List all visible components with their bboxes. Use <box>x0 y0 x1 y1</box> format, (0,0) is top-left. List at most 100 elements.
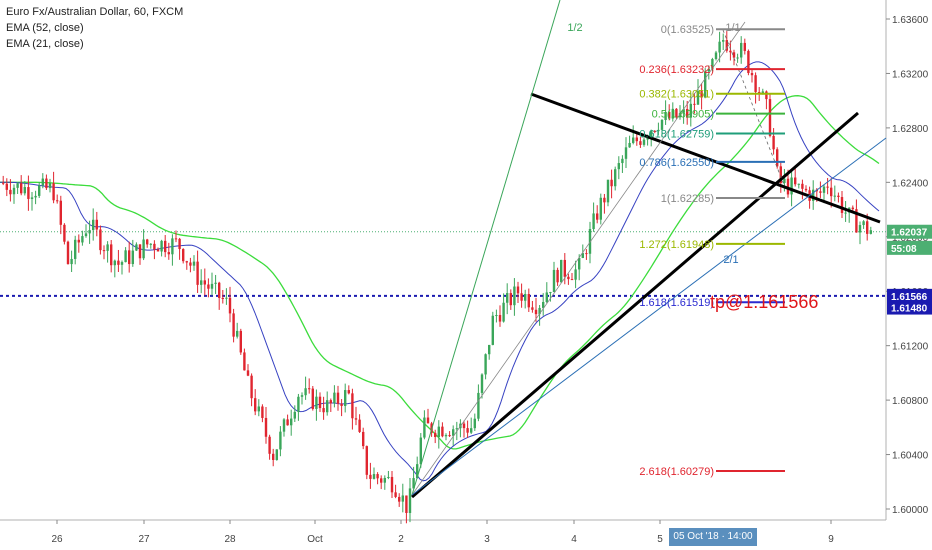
candle-down <box>441 426 444 437</box>
horizontal-lines <box>0 231 886 297</box>
candle-down <box>693 103 696 105</box>
candle-up <box>160 240 163 252</box>
fib-level-label: 0.618(1.62759) <box>639 128 714 140</box>
candle-down <box>66 241 70 265</box>
ema-21-path <box>0 61 880 482</box>
x-tick-label: 27 <box>138 534 150 545</box>
candle-down <box>830 187 833 197</box>
candle-down <box>405 495 408 513</box>
fib-level-label: 1.272(1.61948) <box>639 239 714 251</box>
x-tick-label: 9 <box>828 534 834 545</box>
candle-up <box>797 183 800 185</box>
y-axis[interactable]: 1.636001.632001.628001.624001.620001.616… <box>886 15 929 516</box>
ema-21-legend[interactable]: EMA (21, close) <box>6 38 84 50</box>
fib-level-label: 0.786(1.62550) <box>639 157 714 169</box>
candle-down <box>174 238 178 240</box>
candle-down <box>322 408 325 413</box>
price-tag-bg <box>887 224 932 239</box>
candle-down <box>826 186 829 188</box>
candle-down <box>567 276 570 280</box>
candle-up <box>401 495 404 502</box>
candle-down <box>462 423 466 429</box>
candle-up <box>581 253 584 258</box>
gann-1-1-line <box>411 21 746 496</box>
candle-down <box>146 239 149 245</box>
candle-up <box>858 225 862 233</box>
candle-down <box>520 293 523 301</box>
candle-down <box>398 496 401 502</box>
candle-up <box>408 488 412 513</box>
candle-down <box>156 249 160 252</box>
candle-down <box>851 207 854 210</box>
candle-down <box>189 262 192 266</box>
candle-up <box>664 111 667 120</box>
candle-down <box>138 244 142 259</box>
candle-down <box>45 178 48 189</box>
candle-down <box>776 149 779 167</box>
candle-down <box>369 474 372 479</box>
candle-up <box>869 230 872 234</box>
candle-down <box>182 249 185 262</box>
candle-up <box>419 437 422 465</box>
candle-up <box>70 258 73 265</box>
candle-up <box>16 183 19 188</box>
fib-level-label: 1(1.62285) <box>661 193 714 205</box>
candle-down <box>286 419 289 426</box>
ema-52-legend[interactable]: EMA (52, close) <box>6 22 84 34</box>
candle-up <box>506 293 509 303</box>
uptrend-line <box>411 111 859 499</box>
candle-down <box>196 261 199 285</box>
candle-down <box>153 243 156 250</box>
candle-up <box>92 219 95 231</box>
fib-level-label: 0.382(1.63051) <box>639 89 714 101</box>
candle-up <box>696 91 700 105</box>
candle-up <box>315 396 318 409</box>
candle-up <box>707 68 710 72</box>
candle-down <box>855 209 858 233</box>
y-tick-label: 1.61200 <box>892 342 929 353</box>
candle-up <box>452 429 455 436</box>
candle-up <box>513 286 516 306</box>
candle-up <box>304 388 307 396</box>
candle-down <box>128 250 131 265</box>
candle-down <box>556 269 559 283</box>
x-axis[interactable]: 26 27 28 Oct 2 3 4 5 9 <box>51 520 834 545</box>
candle-down <box>509 293 512 306</box>
x-tick-label: 3 <box>484 534 490 545</box>
candle-down <box>308 388 311 390</box>
candle-up <box>120 262 124 265</box>
candle-up <box>279 431 282 450</box>
candle-up <box>552 269 556 293</box>
candle-up <box>574 269 577 280</box>
candle-down <box>221 297 224 299</box>
candle-up <box>444 435 448 437</box>
y-tick-label: 1.60000 <box>892 505 929 516</box>
candle-down <box>102 250 106 252</box>
candle-down <box>268 436 271 454</box>
candle-up <box>135 244 138 251</box>
candle-up <box>736 57 739 59</box>
candle-down <box>9 189 12 195</box>
fibonacci-levels[interactable]: 0(1.63525) 0.236(1.63232) 0.382(1.63051) 0.… <box>639 24 785 478</box>
candle-down <box>772 135 775 150</box>
candle-up <box>34 195 37 198</box>
fib-anchor-line <box>722 29 785 186</box>
candle-down <box>635 137 638 142</box>
candle-up <box>300 395 304 397</box>
candle-up <box>210 283 214 289</box>
candle-down <box>365 446 368 475</box>
candle-up <box>437 426 440 437</box>
candle-up <box>38 185 41 196</box>
candle-down <box>246 370 250 376</box>
candle-down <box>178 238 181 250</box>
candle-up <box>236 330 239 337</box>
candle-down <box>498 315 502 322</box>
candle-down <box>758 91 761 93</box>
trend-lines[interactable] <box>411 0 887 499</box>
candle-down <box>786 178 790 195</box>
symbol-title[interactable]: Euro Fx/Australian Dollar, 60, FXCM <box>6 6 184 18</box>
x-tick-label: 26 <box>51 534 63 545</box>
candle-up <box>617 163 620 170</box>
candle-up <box>578 257 581 270</box>
